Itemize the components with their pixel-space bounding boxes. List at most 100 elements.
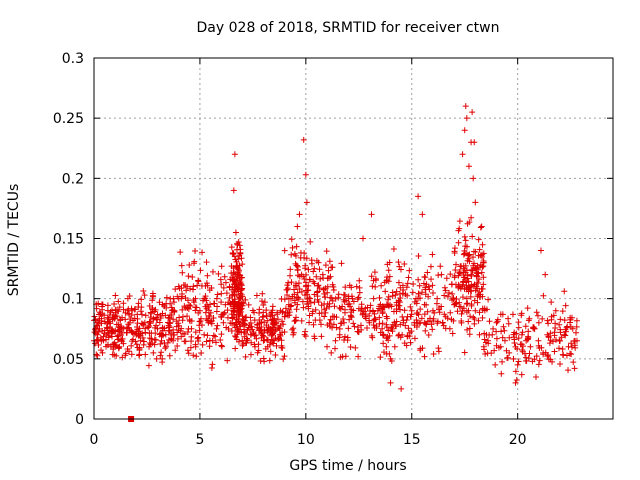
data-point: [429, 326, 436, 333]
data-point: [287, 266, 294, 273]
data-point: [372, 283, 379, 290]
data-point: [514, 361, 521, 368]
data-point: [310, 321, 317, 328]
data-point: [573, 323, 580, 330]
data-point: [478, 269, 485, 276]
data-point: [233, 263, 240, 270]
data-point: [285, 295, 292, 302]
data-point: [302, 171, 309, 178]
data-point: [461, 127, 468, 134]
data-point: [204, 272, 211, 279]
data-point: [260, 309, 267, 316]
data-points: [91, 103, 580, 422]
data-point: [214, 322, 221, 329]
data-point: [470, 175, 477, 182]
data-point: [124, 295, 131, 302]
data-point: [557, 361, 564, 368]
data-point: [129, 307, 136, 314]
data-point: [179, 313, 186, 320]
data-point: [246, 322, 253, 329]
data-point: [107, 309, 114, 316]
data-point: [476, 288, 483, 295]
data-point: [258, 319, 265, 326]
data-point: [448, 281, 455, 288]
data-point: [466, 283, 473, 290]
data-point: [420, 280, 427, 287]
data-point: [461, 349, 468, 356]
data-point: [226, 283, 233, 290]
data-point: [258, 298, 265, 305]
data-point: [474, 299, 481, 306]
data-point: [239, 313, 246, 320]
data-point: [355, 294, 362, 301]
data-point: [316, 317, 323, 324]
data-point: [480, 274, 487, 281]
data-point: [483, 331, 490, 338]
x-tick-label: 0: [90, 432, 99, 448]
data-point: [267, 325, 274, 332]
data-point: [395, 279, 402, 286]
data-point: [306, 312, 313, 319]
data-point: [479, 314, 486, 321]
data-point: [288, 279, 295, 286]
data-point: [447, 309, 454, 316]
data-point: [571, 365, 578, 372]
data-point: [324, 343, 331, 350]
data-point: [469, 109, 476, 116]
data-point: [173, 318, 180, 325]
data-point: [459, 151, 466, 158]
data-point: [379, 332, 386, 339]
data-point: [157, 352, 164, 359]
data-point: [463, 115, 470, 122]
data-point: [193, 353, 200, 360]
data-point: [367, 307, 374, 314]
data-point: [278, 342, 285, 349]
data-point: [473, 283, 480, 290]
data-point: [411, 319, 418, 326]
data-point: [383, 343, 390, 350]
data-point: [163, 343, 170, 350]
data-point: [114, 333, 121, 340]
data-point: [321, 300, 328, 307]
data-point: [331, 303, 338, 310]
data-point: [241, 326, 248, 333]
data-point: [229, 314, 236, 321]
data-point: [281, 313, 288, 320]
data-point: [292, 252, 299, 259]
data-point: [482, 351, 489, 358]
data-point: [302, 265, 309, 272]
data-point: [99, 349, 106, 356]
data-point: [192, 304, 199, 311]
data-point: [354, 324, 361, 331]
data-point: [175, 295, 182, 302]
data-point: [232, 345, 239, 352]
data-point: [124, 345, 131, 352]
data-point: [146, 302, 153, 309]
data-point: [345, 325, 352, 332]
data-point: [368, 332, 375, 339]
data-point: [140, 288, 147, 295]
data-point: [179, 269, 186, 276]
data-point: [203, 338, 210, 345]
data-point: [381, 304, 388, 311]
data-point: [525, 333, 532, 340]
data-point: [125, 321, 132, 328]
data-point: [443, 275, 450, 282]
data-point: [470, 314, 477, 321]
data-point: [267, 313, 274, 320]
y-tick-label: 0.3: [62, 51, 84, 67]
data-point: [395, 297, 402, 304]
data-point: [489, 331, 496, 338]
data-point: [205, 319, 212, 326]
data-point: [413, 310, 420, 317]
data-point: [317, 275, 324, 282]
data-point: [328, 349, 335, 356]
data-point: [318, 302, 325, 309]
data-point: [145, 362, 152, 369]
data-point: [188, 333, 195, 340]
data-point: [280, 321, 287, 328]
data-point: [260, 301, 267, 308]
data-point: [428, 276, 435, 283]
data-point: [233, 334, 240, 341]
data-point: [256, 325, 263, 332]
